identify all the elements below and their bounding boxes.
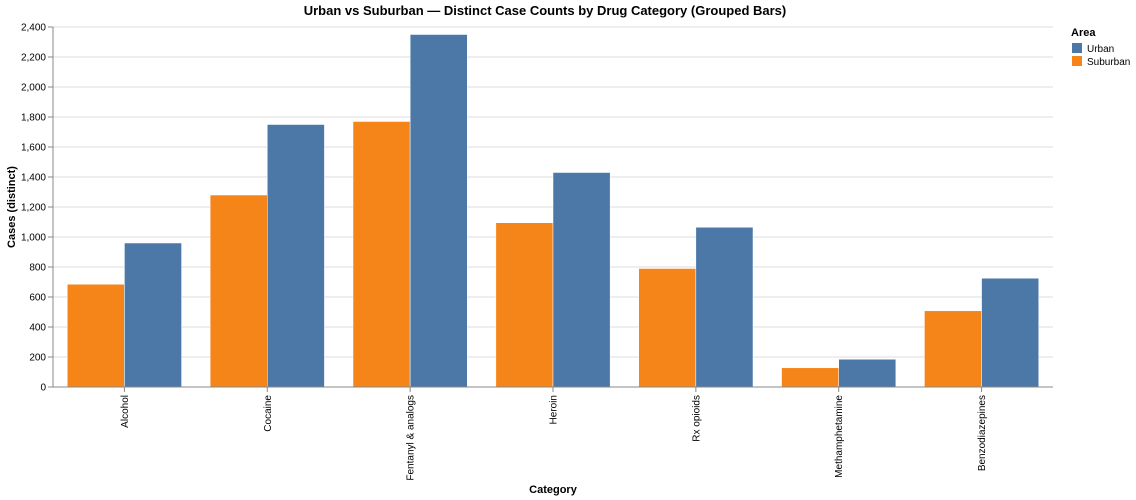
- bar-urban: [981, 278, 1039, 388]
- legend-label-suburban: Suburban: [1087, 57, 1130, 68]
- bar-suburban: [638, 268, 697, 388]
- legend-title: Area: [1071, 27, 1096, 39]
- bar-suburban: [352, 121, 411, 388]
- y-tick-label: 2,000: [21, 83, 46, 94]
- x-tick-label: Benzodiazepines: [977, 395, 988, 471]
- bar-urban: [552, 172, 611, 388]
- bar-suburban: [67, 284, 125, 388]
- legend: Area Urban Suburban: [1071, 27, 1130, 68]
- bar-suburban: [781, 367, 839, 388]
- bar-urban: [267, 124, 325, 388]
- y-tick-label: 200: [29, 353, 46, 364]
- y-tick-label: 400: [29, 323, 46, 334]
- y-tick-label: 2,200: [21, 53, 46, 64]
- bar-urban: [124, 242, 182, 388]
- bar-urban: [695, 227, 754, 388]
- legend-swatch-urban: [1072, 43, 1082, 53]
- legend-swatch-suburban: [1072, 56, 1082, 66]
- x-tick-label: Methamphetamine: [834, 395, 845, 478]
- axes: 0 200 400 600 800 1,000 1,200 1,400 1,600 1,800 2,…: [21, 23, 1053, 481]
- y-tick-label: 1,800: [21, 113, 46, 124]
- x-tick-label: Alcohol: [120, 395, 131, 428]
- chart-title: Urban vs Suburban — Distinct Case Counts…: [304, 3, 787, 18]
- legend-label-urban: Urban: [1087, 44, 1114, 55]
- bar-urban: [409, 34, 468, 388]
- y-axis-title: Cases (distinct): [6, 166, 18, 248]
- x-tick-label: Cocaine: [263, 395, 274, 432]
- x-tick-label: Fentanyl & analogs: [406, 395, 417, 481]
- y-tick-label: 2,400: [21, 23, 46, 34]
- y-tick-label: 1,400: [21, 173, 46, 184]
- bar-urban: [838, 359, 897, 388]
- bar-suburban: [495, 222, 554, 388]
- y-tick-label: 800: [29, 263, 46, 274]
- y-tick-label: 1,200: [21, 203, 46, 214]
- y-tick-label: 1,000: [21, 233, 46, 244]
- x-tick-label: Heroin: [549, 395, 560, 424]
- bar-suburban: [924, 310, 982, 388]
- x-tick-label: Rx opioids: [691, 395, 702, 442]
- y-tick-label: 0: [40, 383, 46, 394]
- y-tick-label: 600: [29, 293, 46, 304]
- y-tick-label: 1,600: [21, 143, 46, 154]
- bars: [67, 34, 1039, 388]
- x-axis-title: Category: [529, 484, 578, 496]
- bar-suburban: [209, 194, 268, 388]
